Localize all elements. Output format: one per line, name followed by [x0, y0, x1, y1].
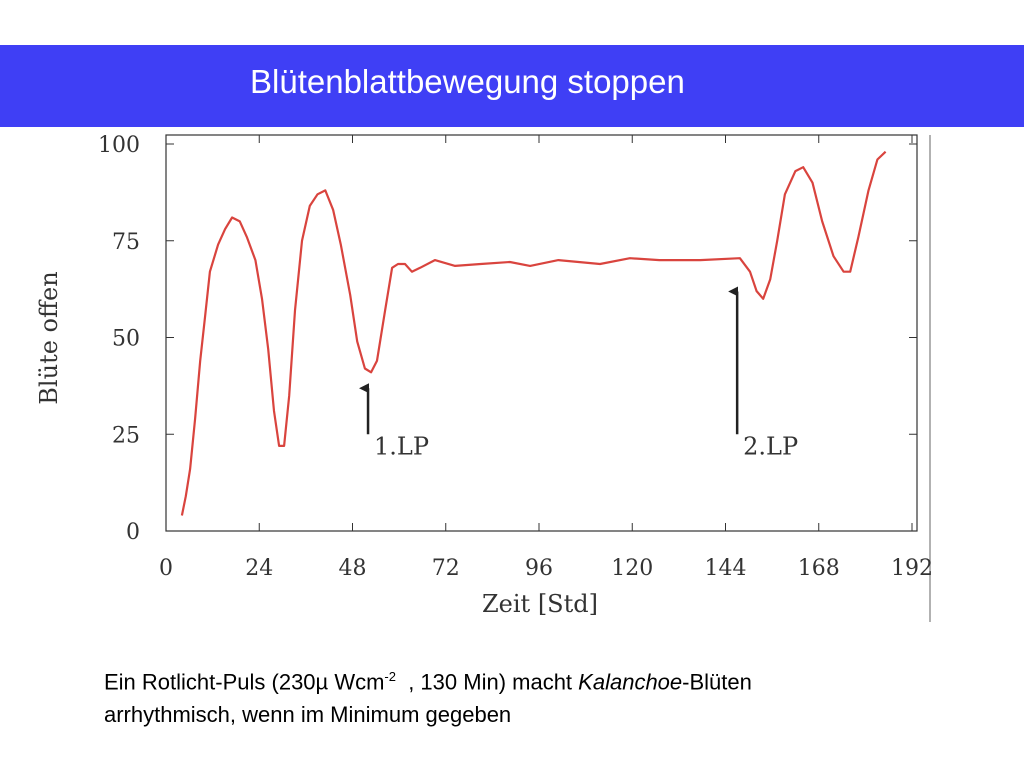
annotation-label: 2.LP: [743, 432, 798, 460]
x-tick-label: 96: [525, 556, 553, 581]
x-tick-label: 48: [339, 556, 367, 581]
slide-title: Blütenblattbewegung stoppen: [250, 63, 685, 100]
annotation-label: 1.LP: [374, 432, 429, 460]
caption: Ein Rotlicht-Puls (230µ Wcm-2 , 130 Min)…: [104, 660, 752, 731]
y-tick-label: 75: [112, 230, 140, 255]
caption-superscript: -2: [384, 669, 396, 684]
x-tick-label: 120: [611, 556, 653, 581]
caption-text: Ein Rotlicht-Puls (230µ Wcm: [104, 669, 385, 695]
y-tick-label: 100: [98, 133, 140, 158]
y-tick-label: 0: [126, 520, 140, 545]
title-bar: Blütenblattbewegung stoppen: [0, 45, 1024, 127]
data-line: [180, 150, 887, 516]
y-axis-label: Blüte offen: [35, 271, 63, 404]
caption-text: arrhythmisch, wenn im Minimum gegeben: [104, 702, 512, 728]
x-tick-label: 192: [891, 556, 933, 581]
x-tick-label: 72: [432, 556, 460, 581]
chart: Zeit [Std] Blüte offen 0 25 50 75 100 0 24 48 72…: [35, 133, 933, 622]
plot-frame: [165, 134, 918, 532]
caption-text: , 130 Min) macht: [395, 669, 579, 695]
x-tick-label: 0: [159, 556, 173, 581]
y-tick-label: 25: [112, 423, 140, 448]
caption-italic: Kalanchoe: [578, 669, 683, 695]
y-tick-label: 50: [112, 327, 140, 352]
x-tick-label: 168: [798, 556, 840, 581]
x-axis-label: Zeit [Std]: [482, 590, 598, 618]
x-tick-label: 24: [245, 556, 273, 581]
caption-text: -Blüten: [682, 669, 752, 695]
x-tick-label: 144: [705, 556, 747, 581]
